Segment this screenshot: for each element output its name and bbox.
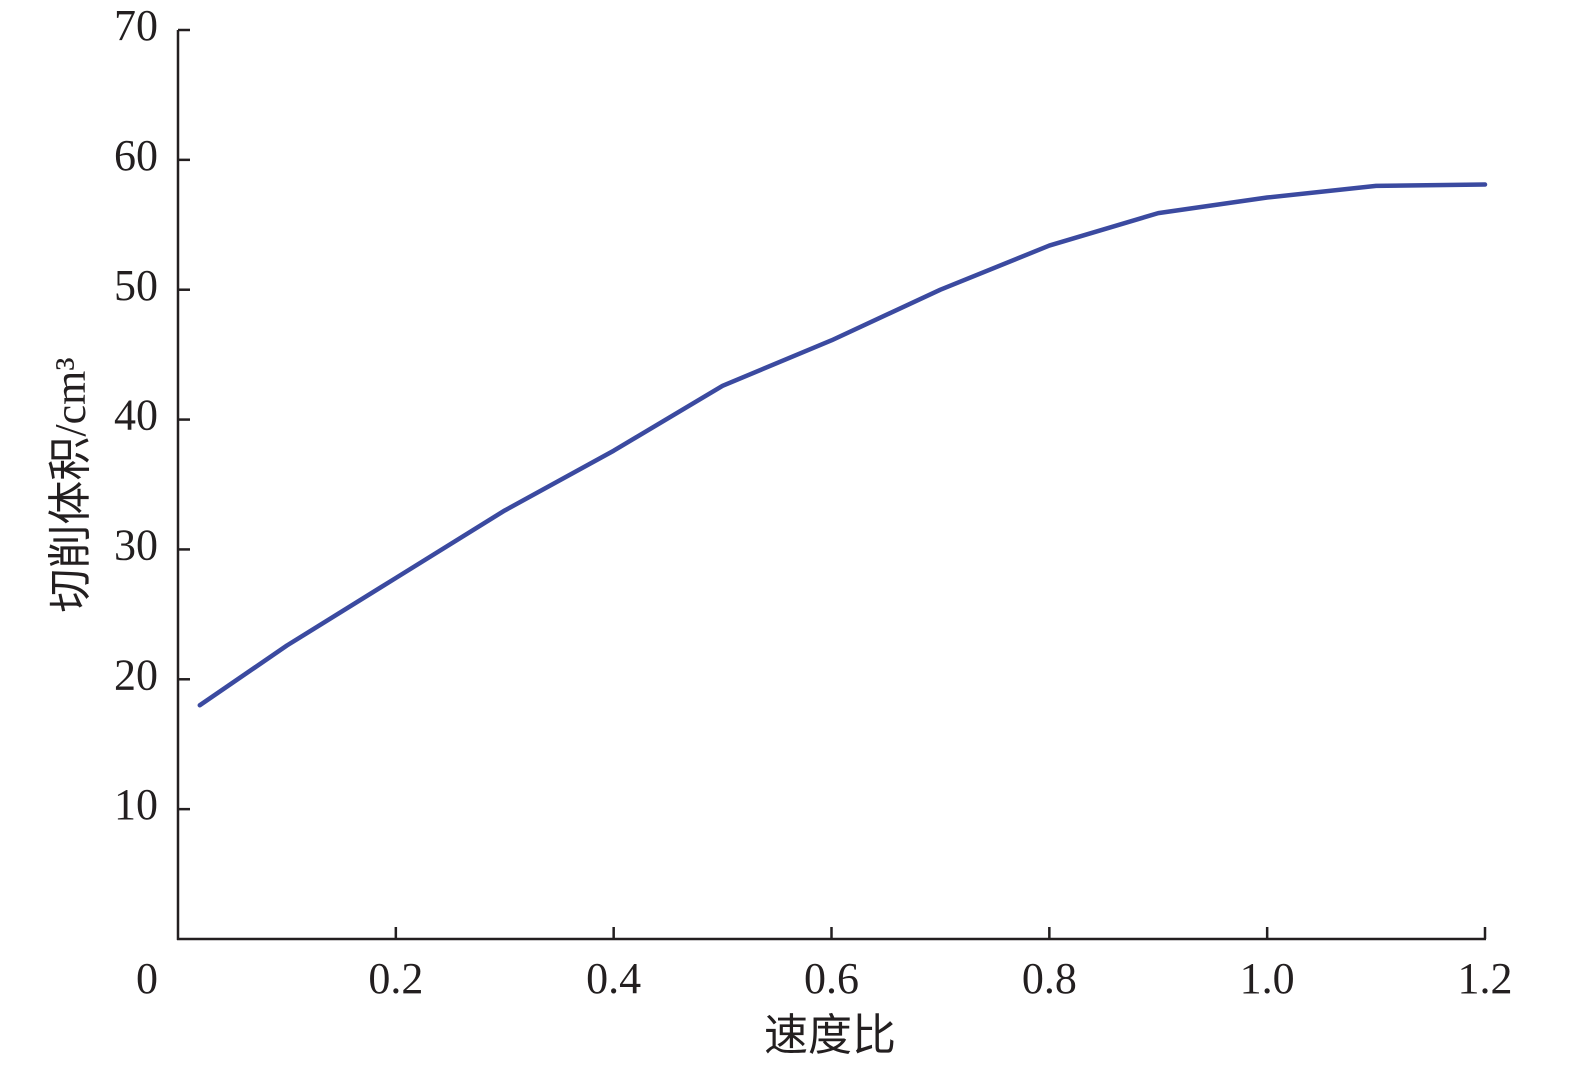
x-tick-label: 0.4 xyxy=(586,954,641,1003)
x-tick-label: 1.2 xyxy=(1458,954,1513,1003)
y-tick-label: 50 xyxy=(114,261,158,310)
x-axis-label: 速度比 xyxy=(764,1011,896,1060)
y-tick-label: 70 xyxy=(114,1,158,50)
y-tick-label: 20 xyxy=(114,650,158,699)
y-tick-label: 40 xyxy=(114,391,158,440)
x-tick-label: 0.2 xyxy=(368,954,423,1003)
x-tick-label: 0.8 xyxy=(1022,954,1077,1003)
y-tick-label: 10 xyxy=(114,780,158,829)
x-tick-label: 1.0 xyxy=(1240,954,1295,1003)
x-tick-label: 0 xyxy=(136,954,158,1003)
y-tick-label: 60 xyxy=(114,131,158,180)
x-tick-label: 0.6 xyxy=(804,954,859,1003)
y-tick-label: 30 xyxy=(114,521,158,570)
data-line xyxy=(197,182,1488,708)
y-axis-label: 切削体积/cm³ xyxy=(46,357,95,612)
